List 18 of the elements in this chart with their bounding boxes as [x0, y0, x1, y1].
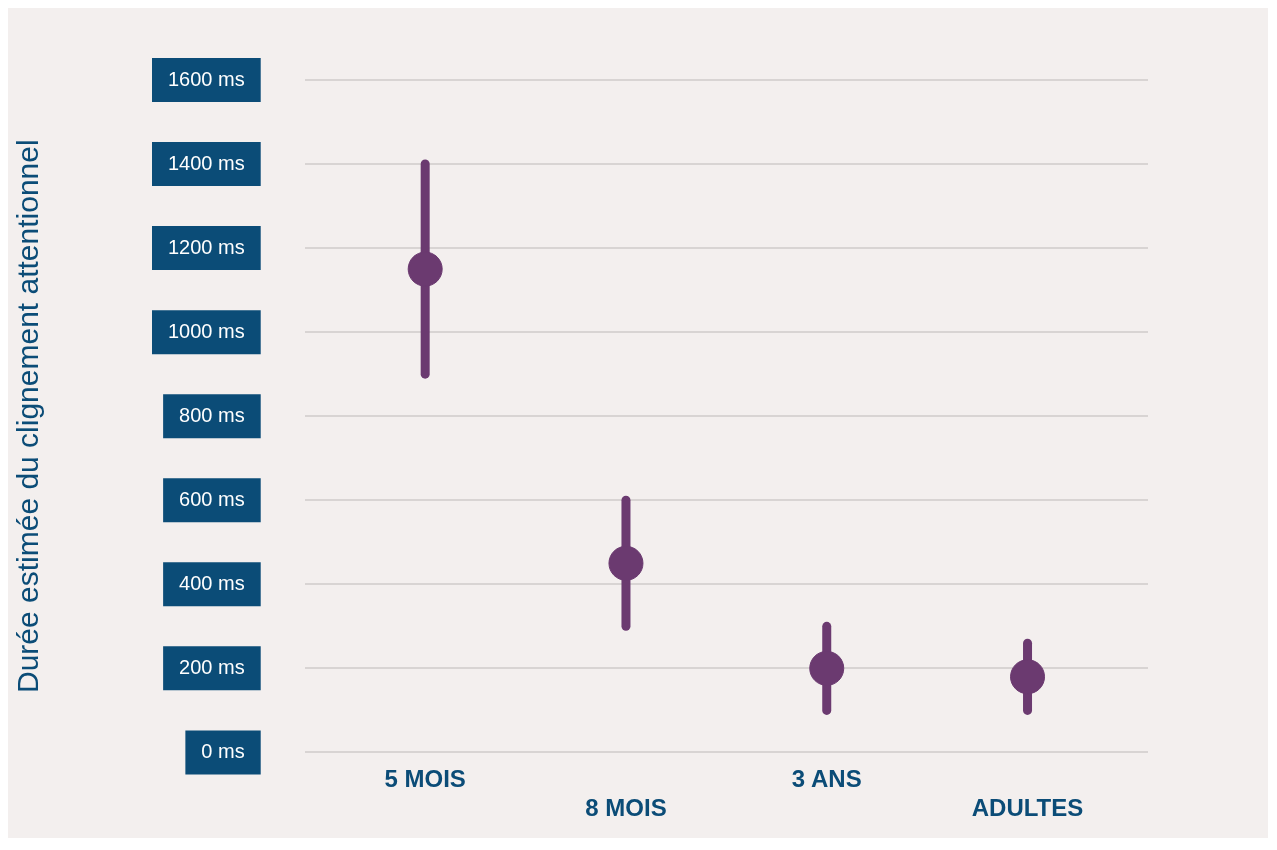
y-tick-label: 200 ms: [179, 655, 245, 678]
y-tick-label: 0 ms: [201, 739, 245, 762]
x-tick-label: 3 ANS: [791, 765, 862, 793]
y-tick-label: 1600 ms: [167, 67, 245, 90]
x-tick-label: 5 MOIS: [384, 765, 466, 793]
y-tick-label: 400 ms: [179, 571, 245, 594]
y-axis-title: Durée estimée du clignement attentionnel: [11, 139, 45, 694]
y-tick-label: 1200 ms: [167, 235, 245, 258]
x-tick-label: ADULTES: [971, 794, 1084, 822]
y-tick-label: 1000 ms: [167, 319, 245, 342]
point: [407, 251, 443, 287]
point: [809, 650, 845, 686]
x-tick-label: 8 MOIS: [585, 794, 667, 822]
point: [1010, 659, 1046, 695]
y-tick-label: 1400 ms: [167, 151, 245, 174]
y-tick-label: 600 ms: [179, 487, 245, 510]
point: [608, 545, 644, 581]
y-tick-label: 800 ms: [179, 403, 245, 426]
